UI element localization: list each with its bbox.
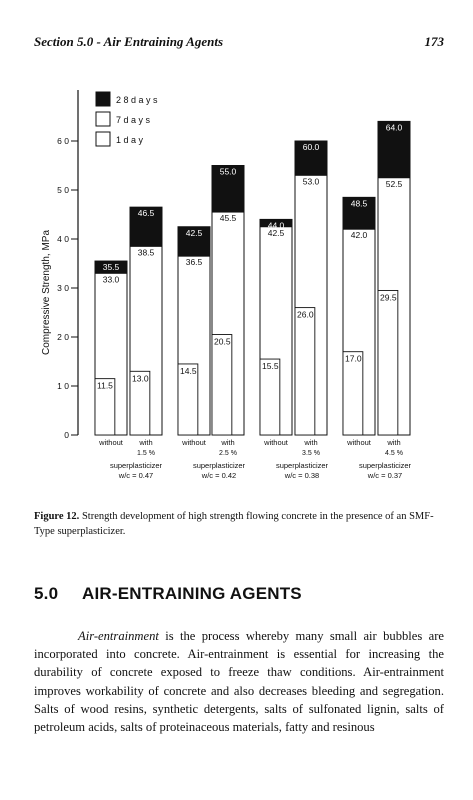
x-category-label: with [138, 438, 152, 447]
bar-1day [377, 289, 399, 436]
wc-ratio-label: w/c = 0.47 [118, 471, 153, 480]
bar-1day [259, 358, 281, 436]
x-category-label: without [181, 438, 207, 447]
bar-1day [94, 378, 116, 436]
section-number: 5.0 [34, 584, 59, 603]
value-label-28day: 55.0 [220, 167, 237, 177]
section-title: AIR-ENTRAINING AGENTS [82, 584, 302, 603]
value-label-28day: 64.0 [386, 122, 403, 132]
superplasticizer-label: superplasticizer [110, 461, 163, 470]
value-label-1day: 17.0 [345, 354, 362, 364]
value-label-28day: 35.5 [103, 262, 120, 272]
value-label-1day: 29.5 [380, 292, 397, 302]
running-head: Section 5.0 - Air Entraining Agents [34, 34, 224, 49]
bar-28day [377, 120, 411, 179]
x-category-label: with [303, 438, 317, 447]
value-label-1day: 20.5 [214, 337, 231, 347]
superplasticizer-label: superplasticizer [359, 461, 412, 470]
figure-caption: Figure 12. Strength development of high … [34, 509, 444, 539]
bar-1day [129, 370, 151, 436]
legend-swatch [95, 111, 111, 127]
bar-28day [129, 206, 163, 247]
dosage-label: 1.5 % [137, 450, 155, 457]
figure-caption-label: Figure 12. [34, 511, 80, 522]
legend-label: 2 8 d a y s [116, 95, 158, 105]
x-category-label: with [220, 438, 234, 447]
value-label-28day: 60.0 [303, 142, 320, 152]
y-tick-label: 0 [64, 430, 69, 440]
bar-28day [294, 140, 328, 176]
bar-1day [211, 334, 233, 436]
value-label-28day: 42.5 [186, 228, 203, 238]
term-air-entrainment: Air-entrainment [78, 629, 159, 643]
y-tick-label: 1 0 [57, 381, 69, 391]
legend-label: 1 d a y [116, 135, 144, 145]
x-category-label: with [386, 438, 400, 447]
page-number: 173 [424, 34, 445, 49]
value-label-7day: 42.0 [351, 230, 368, 240]
value-label-1day: 14.5 [180, 366, 197, 376]
section-heading: 5.0 AIR-ENTRAINING AGENTS [34, 584, 454, 604]
legend-label: 7 d a y s [116, 115, 151, 125]
value-label-7day: 45.5 [220, 213, 237, 223]
x-category-label: without [346, 438, 372, 447]
y-tick-label: 3 0 [57, 283, 69, 293]
paragraph-text: is the process whereby many small air bu… [34, 629, 444, 735]
dosage-label: 3.5 % [302, 450, 320, 457]
x-category-label: without [98, 438, 124, 447]
y-tick-label: 6 0 [57, 136, 69, 146]
bar-1day [342, 351, 364, 436]
bar-28day [177, 226, 211, 257]
superplasticizer-label: superplasticizer [276, 461, 329, 470]
wc-ratio-label: w/c = 0.42 [201, 471, 236, 480]
value-label-7day: 38.5 [138, 247, 155, 257]
value-label-28day: 48.5 [351, 198, 368, 208]
y-tick-label: 5 0 [57, 185, 69, 195]
bar-1day [294, 307, 316, 436]
value-label-1day: 13.0 [132, 373, 149, 383]
legend-swatch [95, 131, 111, 147]
superplasticizer-label: superplasticizer [193, 461, 246, 470]
wc-ratio-label: w/c = 0.37 [367, 471, 402, 480]
value-label-28day: 44.0 [268, 220, 285, 230]
legend-swatch [95, 91, 111, 107]
value-label-7day: 36.5 [186, 257, 203, 267]
page-header: Section 5.0 - Air Entraining Agents 173 [34, 34, 444, 54]
x-category-label: without [263, 438, 289, 447]
y-axis-label: Compressive Strength, MPa [41, 230, 52, 355]
wc-ratio-label: w/c = 0.38 [284, 471, 319, 480]
value-label-1day: 11.5 [97, 381, 113, 391]
value-label-7day: 42.5 [268, 228, 285, 238]
bar-1day [177, 363, 199, 436]
figure-caption-text: Strength development of high strength fl… [34, 511, 434, 537]
value-label-28day: 46.5 [138, 208, 155, 218]
value-label-1day: 26.0 [297, 310, 314, 320]
y-tick-label: 2 0 [57, 332, 69, 342]
strength-bar-chart: 0 1 0 2 0 3 0 4 0 5 0 6 0 Compressive Strength,… [41, 90, 412, 480]
dosage-label: 2.5 % [219, 450, 237, 457]
value-label-7day: 53.0 [303, 176, 320, 186]
y-tick-label: 4 0 [57, 234, 69, 244]
dosage-label: 4.5 % [385, 450, 403, 457]
value-label-7day: 52.5 [386, 179, 403, 189]
body-paragraph: Air-entrainment is the process whereby m… [34, 627, 444, 736]
value-label-7day: 33.0 [103, 274, 120, 284]
value-label-1day: 15.5 [262, 361, 279, 371]
